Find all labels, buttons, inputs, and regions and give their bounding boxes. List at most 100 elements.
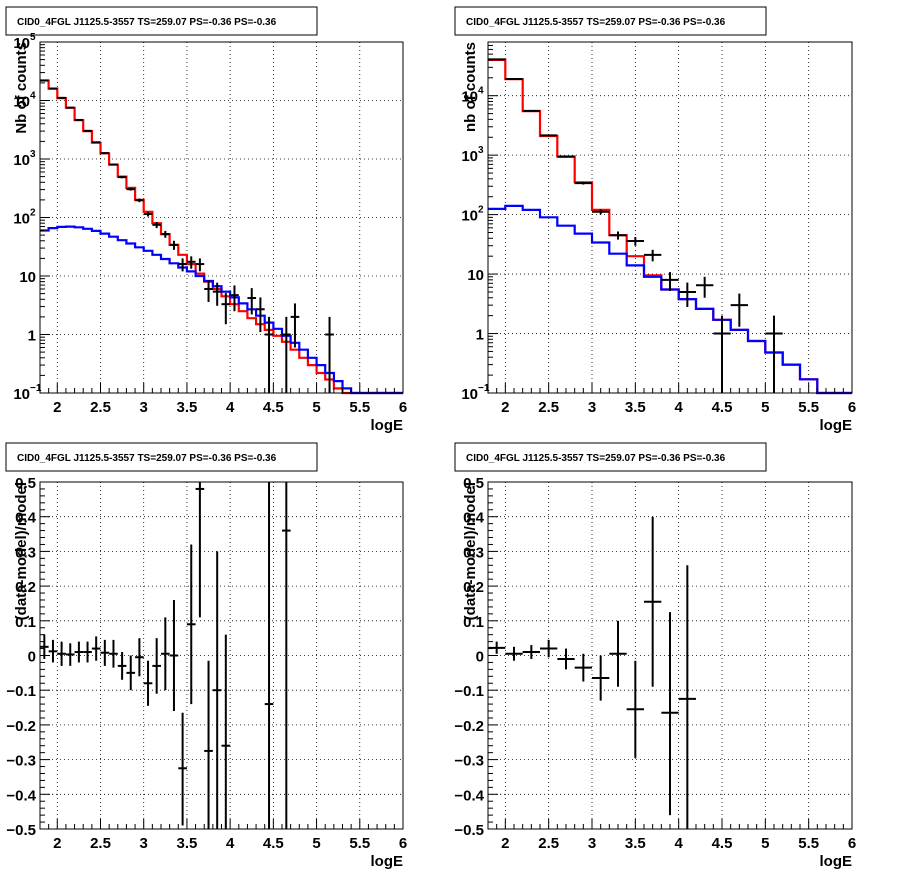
data-point bbox=[505, 646, 523, 661]
data-point bbox=[83, 129, 92, 132]
panel-residuals-left: CID0_4FGL J1125.5-3557 TS=259.07 PS=-0.3… bbox=[5, 442, 407, 870]
title-box: CID0_4FGL J1125.5-3557 TS=259.07 PS=-0.3… bbox=[454, 442, 767, 472]
x-axis-ticks: 2 2.5 3 3.5 4 4.5 5 5.5 6 bbox=[39, 383, 407, 416]
data-point bbox=[264, 482, 274, 829]
data-point bbox=[574, 181, 592, 185]
data-point bbox=[91, 636, 101, 661]
data-point bbox=[100, 152, 110, 155]
data-point bbox=[661, 612, 679, 816]
y-tick-label: −0.5 bbox=[454, 822, 484, 839]
x-tick-label: 4 bbox=[674, 399, 683, 416]
x-tick-label: 2.5 bbox=[90, 399, 111, 416]
data-point bbox=[117, 176, 127, 179]
x-tick-label: 3.5 bbox=[176, 835, 197, 852]
x-axis-label: logE bbox=[371, 853, 404, 870]
x-tick-label: 5 bbox=[312, 835, 320, 852]
data-point bbox=[644, 249, 662, 262]
y-tick-label: 0.3 bbox=[15, 544, 36, 561]
data-point bbox=[540, 134, 558, 137]
data-points-layer bbox=[40, 79, 334, 393]
x-tick-label: 3.5 bbox=[176, 399, 197, 416]
y-tick-label: 0.1 bbox=[463, 614, 484, 631]
data-point bbox=[74, 641, 84, 663]
data-point bbox=[522, 109, 540, 112]
x-tick-label: 3 bbox=[588, 835, 596, 852]
data-point bbox=[626, 660, 644, 758]
x-tick-label: 5 bbox=[761, 835, 769, 852]
data-point bbox=[644, 516, 662, 687]
data-point bbox=[91, 141, 101, 144]
x-tick-label: 5.5 bbox=[349, 399, 370, 416]
y-tick-label: −0.1 bbox=[454, 683, 484, 700]
y-tick-label: −0.2 bbox=[6, 718, 36, 735]
data-point bbox=[522, 645, 540, 659]
y-axis-label: (data-model)/model bbox=[13, 482, 30, 620]
data-point bbox=[126, 187, 136, 191]
y-tick-label: 10 bbox=[461, 386, 478, 403]
data-point bbox=[290, 303, 300, 348]
chart-title: CID0_4FGL J1125.5-3557 TS=259.07 PS=-0.3… bbox=[466, 17, 726, 28]
data-point bbox=[221, 293, 231, 325]
x-tick-label: 3.5 bbox=[625, 399, 646, 416]
data-point bbox=[57, 641, 66, 666]
data-point bbox=[661, 272, 679, 291]
panel-counts-left: CID0_4FGL J1125.5-3557 TS=259.07 PS=-0.3… bbox=[5, 6, 407, 434]
data-point bbox=[204, 660, 213, 829]
y-tick-label: 0.4 bbox=[15, 510, 37, 527]
x-tick-label: 4 bbox=[226, 835, 235, 852]
x-axis-ticks: 2 2.5 3 3.5 4 4.5 5 5.5 6 bbox=[487, 819, 856, 852]
x-tick-label: 4.5 bbox=[263, 835, 284, 852]
y-axis-ticks: −0.5 −0.4 −0.3 −0.2 −0.1 0 0.1 0.2 0.3 0.4 0.5 bbox=[454, 475, 498, 839]
y-tick-label: 0 bbox=[476, 649, 484, 666]
x-tick-label: 2.5 bbox=[90, 835, 111, 852]
data-point bbox=[488, 641, 506, 654]
x-tick-label: 2 bbox=[53, 399, 61, 416]
y-tick-label: 0.2 bbox=[463, 579, 484, 596]
x-tick-label: 5.5 bbox=[798, 835, 819, 852]
y-tick-exponent: 2 bbox=[478, 205, 484, 216]
data-point bbox=[678, 565, 696, 829]
data-point bbox=[178, 712, 187, 826]
x-tick-label: 3.5 bbox=[625, 835, 646, 852]
data-point bbox=[135, 198, 144, 203]
data-point bbox=[574, 653, 592, 682]
data-point bbox=[204, 280, 213, 302]
y-tick-label: 10 bbox=[13, 35, 30, 52]
data-point bbox=[609, 620, 627, 687]
y-tick-label: 10 bbox=[13, 152, 30, 169]
data-point bbox=[765, 315, 783, 393]
x-tick-label: 5 bbox=[312, 399, 320, 416]
y-tick-exponent: 4 bbox=[30, 91, 36, 102]
data-point bbox=[109, 163, 118, 166]
data-point bbox=[282, 316, 291, 393]
x-axis-label: logE bbox=[371, 417, 404, 434]
data-point bbox=[65, 106, 75, 109]
data-points-layer bbox=[488, 58, 783, 393]
data-points-layer bbox=[488, 516, 696, 829]
panel-residuals-right: CID0_4FGL J1125.5-3557 TS=259.07 PS=-0.3… bbox=[454, 442, 856, 870]
data-points-layer bbox=[40, 482, 291, 829]
series-line-source bbox=[488, 204, 852, 395]
title-box: CID0_4FGL J1125.5-3557 TS=259.07 PS=-0.3… bbox=[5, 6, 318, 36]
x-tick-label: 4 bbox=[226, 399, 235, 416]
y-axis-label: nb of counts bbox=[462, 42, 479, 132]
y-tick-label: 10 bbox=[461, 208, 478, 225]
data-point bbox=[557, 648, 575, 670]
data-point bbox=[696, 276, 714, 298]
data-point bbox=[592, 209, 610, 215]
data-point bbox=[57, 96, 66, 99]
data-point bbox=[126, 655, 136, 691]
data-point bbox=[152, 221, 161, 229]
data-point bbox=[221, 634, 231, 829]
data-point bbox=[143, 660, 153, 706]
x-axis-label: logE bbox=[820, 417, 853, 434]
data-point bbox=[540, 639, 558, 658]
x-tick-label: 5.5 bbox=[798, 399, 819, 416]
data-point bbox=[282, 482, 291, 829]
y-tick-exponent: 4 bbox=[478, 86, 484, 97]
y-axis-ticks: −0.5 −0.4 −0.3 −0.2 −0.1 0 0.1 0.2 0.3 0.4 0.5 bbox=[6, 475, 50, 839]
y-tick-label: −0.5 bbox=[6, 822, 36, 839]
data-point bbox=[48, 639, 58, 663]
